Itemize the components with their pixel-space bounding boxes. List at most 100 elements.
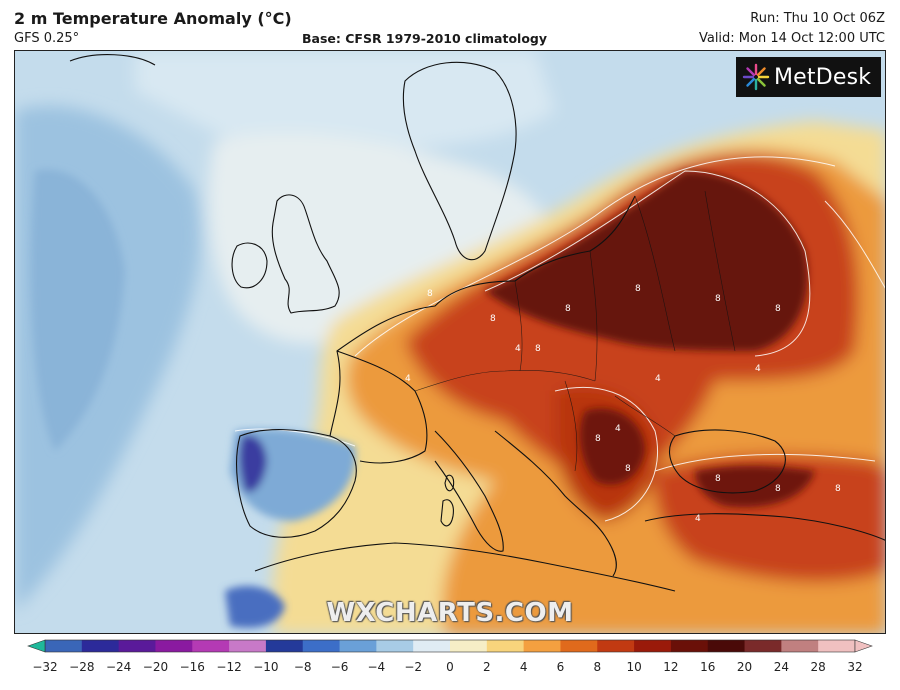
contour-label: 8 <box>535 344 541 354</box>
contour-label: 4 <box>695 514 701 524</box>
colorbar-arrow-right <box>854 639 873 653</box>
contour-label: 8 <box>565 304 571 314</box>
country-border <box>564 380 578 472</box>
contour-label: 8 <box>595 434 601 444</box>
map-title: 2 m Temperature Anomaly (°C) <box>14 9 292 28</box>
coastline-black-sea <box>669 429 786 494</box>
cold-anomaly-north <box>135 51 555 163</box>
colorbar-segment <box>376 640 414 652</box>
colorbar-tick-label: 6 <box>557 660 565 674</box>
coastline-britain <box>271 194 340 314</box>
colorbar-tick-label: 28 <box>811 660 826 674</box>
colorbar-segment <box>192 640 230 652</box>
extreme-anomaly-core <box>485 171 808 351</box>
coastline-italy <box>434 430 504 552</box>
contour-label: 8 <box>835 484 841 494</box>
contour-line <box>354 156 836 357</box>
colorbar-segment <box>450 640 488 652</box>
country-border <box>514 280 523 372</box>
colorbar-segment <box>744 640 782 652</box>
climatology-base-label: Base: CFSR 1979-2010 climatology <box>302 31 548 46</box>
colorbar-segment <box>339 640 377 652</box>
country-border <box>704 190 736 352</box>
colorbar-tick-label: 32 <box>847 660 862 674</box>
colorbar-segment <box>81 640 120 652</box>
contour-label: 8 <box>715 294 721 304</box>
contour-label: 8 <box>635 284 641 294</box>
contour-label: 8 <box>775 304 781 314</box>
logo-text: MetDesk <box>774 64 872 90</box>
contour-line <box>554 386 659 522</box>
colorbar-tick-label: −4 <box>368 660 386 674</box>
colorbar-segment <box>818 640 856 652</box>
colorbar-tick-label: 8 <box>593 660 601 674</box>
contour-line <box>484 170 811 357</box>
run-time-label: Run: Thu 10 Oct 06Z <box>750 11 885 26</box>
contour-label: 4 <box>615 424 621 434</box>
colorbar-tick-label: 20 <box>737 660 752 674</box>
coastline-sardinia <box>440 499 454 527</box>
contour-line <box>654 453 876 472</box>
colorbar: −32 −28 −24 −20 −16 −12 −10 −8 −6 −4 −2 0 2 4 6 8 10 12 16… <box>0 636 900 686</box>
colorbar-tick-label: −8 <box>294 660 312 674</box>
map-canvas: 8 8 8 8 8 8 8 8 8 8 8 8 4 4 4 4 4 4 <box>15 51 885 633</box>
colorbar-tick-label: 24 <box>774 660 789 674</box>
country-border <box>589 250 598 382</box>
colorbar-segment <box>781 640 819 652</box>
contour-line <box>824 200 885 289</box>
colorbar-tick-label: −20 <box>143 660 168 674</box>
country-border <box>634 195 676 352</box>
country-border <box>414 370 596 392</box>
valid-time-label: Valid: Mon 14 Oct 12:00 UTC <box>698 31 885 46</box>
colorbar-segment <box>413 640 451 652</box>
model-label: GFS 0.25° <box>14 31 80 46</box>
colorbar-segment <box>560 640 598 652</box>
cold-anomaly-morocco <box>225 586 285 628</box>
coastline-corsica <box>444 474 455 492</box>
coastline-europe-mainland <box>336 195 636 352</box>
colorbar-tick-label: 16 <box>700 660 715 674</box>
very-cold-anomaly-portugal <box>239 435 267 492</box>
contour-label: 4 <box>405 374 411 384</box>
colorbar-tick-label: 2 <box>483 660 491 674</box>
coastline-ireland <box>231 242 268 289</box>
starburst-logo-icon <box>742 63 770 91</box>
colorbar-canvas: −32 −28 −24 −20 −16 −12 −10 −8 −6 −4 −2 0 2 4 6 8 10 12 16… <box>27 639 873 674</box>
contour-label: 8 <box>490 314 496 324</box>
colorbar-tick-label: −24 <box>106 660 131 674</box>
colorbar-tick-label: −10 <box>253 660 278 674</box>
country-border <box>614 395 676 437</box>
watermark-text: WXCHARTS.COM <box>326 598 574 628</box>
colorbar-segment <box>670 640 709 652</box>
contour-label: 8 <box>775 484 781 494</box>
colorbar-arrow-left <box>27 639 46 653</box>
contour-label: 4 <box>755 364 761 374</box>
coastline-turkey <box>644 513 885 541</box>
colorbar-tick-label: −12 <box>216 660 241 674</box>
coastline-north-africa <box>254 542 676 592</box>
contour-label: 8 <box>625 464 631 474</box>
coastline-balkans <box>494 430 617 577</box>
colorbar-segment <box>634 640 672 652</box>
coastline-iberia <box>236 429 357 538</box>
extreme-anomaly-turkey <box>695 465 815 508</box>
contour-label: 4 <box>655 374 661 384</box>
colorbar-tick-label: 10 <box>626 660 641 674</box>
colorbar-tick-label: −16 <box>180 660 205 674</box>
colorbar-tick-label: −28 <box>69 660 94 674</box>
contour-label: 4 <box>515 344 521 354</box>
colorbar-segment <box>486 640 525 652</box>
colorbar-tick-label: −2 <box>404 660 422 674</box>
contour-label: 8 <box>427 289 433 299</box>
temperature-anomaly-map: 8 8 8 8 8 8 8 8 8 8 8 8 4 4 4 4 4 4 <box>14 50 886 634</box>
colorbar-tick-label: 0 <box>446 660 454 674</box>
colorbar-segment <box>597 640 635 652</box>
coastline-scandinavia <box>402 61 517 261</box>
contour-labels: 8 8 8 8 8 8 8 8 8 8 8 8 4 4 4 4 4 4 <box>405 284 841 524</box>
colorbar-segment <box>265 640 304 652</box>
colorbar-segment <box>707 640 746 652</box>
cold-anomaly-west-atlantic <box>31 169 126 451</box>
colorbar-segment <box>229 640 267 652</box>
coastline-iceland <box>69 54 156 66</box>
colorbar-segment <box>523 640 561 652</box>
